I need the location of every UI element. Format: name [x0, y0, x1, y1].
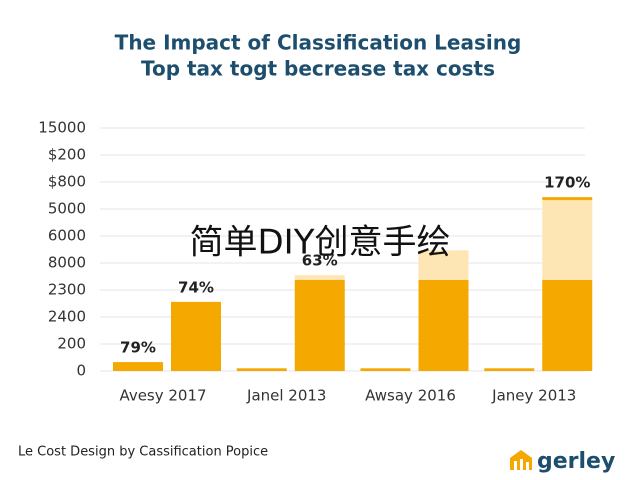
bar [294, 280, 345, 371]
watermark: 简单DIY创意手绘 [190, 223, 451, 263]
y-tick-label: 15000 [38, 119, 86, 137]
chart-title: The Impact of Classification Leasing [115, 31, 522, 55]
bar [484, 368, 535, 371]
x-tick-label: Awsay 2016 [365, 387, 456, 405]
bar [418, 280, 469, 371]
y-tick-label: $800 [48, 173, 86, 191]
bar [542, 280, 593, 371]
footer: Le Cost Design by Cassification Popice [18, 445, 268, 460]
bar [360, 368, 411, 371]
value-label: 63% [302, 252, 338, 270]
y-tick-label: 0 [76, 362, 86, 380]
bar [113, 362, 163, 371]
value-label: 74% [178, 278, 214, 296]
x-tick-label: Janel 2013 [246, 387, 326, 405]
y-tick-label: 5000 [48, 200, 86, 218]
bar [418, 250, 469, 281]
logo-icon [510, 450, 532, 470]
y-tick-label: 2300 [48, 281, 86, 299]
bar [236, 368, 287, 371]
bar [542, 197, 593, 201]
x-tick-label: Avesy 2017 [119, 387, 206, 405]
bar [542, 200, 593, 281]
value-label: 79% [120, 339, 156, 357]
bar [171, 301, 221, 371]
y-tick-label: 2400 [48, 308, 86, 326]
plot: 0 200 2400 2300 8000 6000 5000 $800 $200 15000 Ave… [38, 119, 593, 405]
value-label: 170% [544, 174, 590, 192]
x-tick-label: Janey 2013 [491, 387, 576, 405]
logo-text: gerley [537, 449, 615, 474]
bar [294, 275, 345, 281]
chart-subtitle: Top tax togt becrease tax costs [141, 57, 495, 81]
y-tick-label: $200 [48, 146, 86, 164]
y-tick-label: 200 [57, 335, 86, 353]
y-tick-label: 6000 [48, 227, 86, 245]
y-tick-label: 8000 [48, 254, 86, 272]
